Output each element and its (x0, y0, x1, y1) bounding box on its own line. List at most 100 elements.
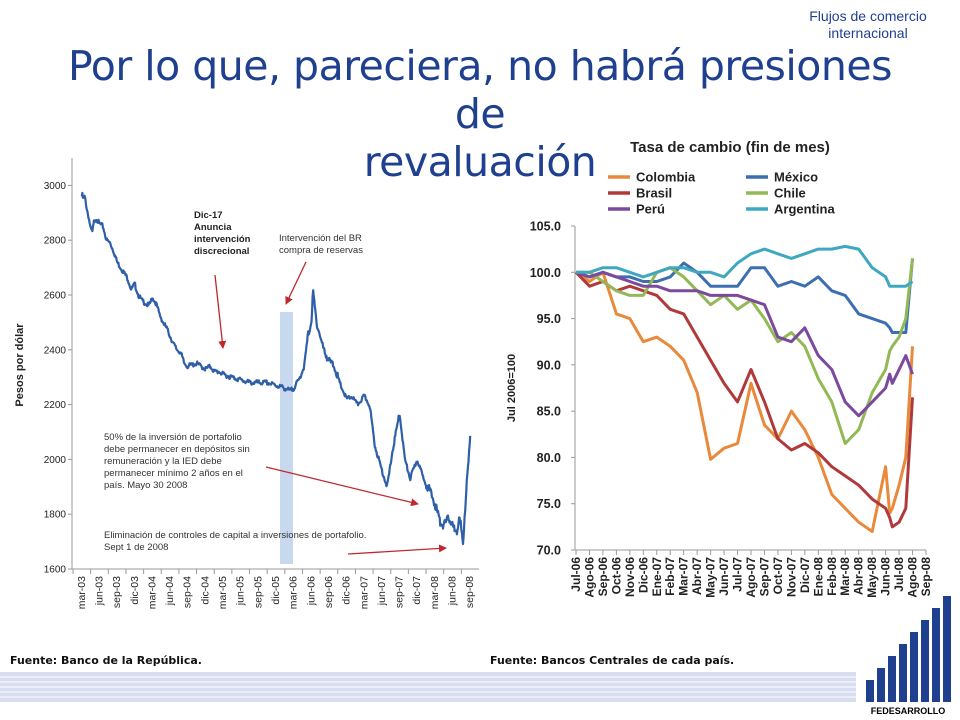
left-x-tick-label: jun-08 (447, 576, 459, 606)
right-x-tick-label: Oct-07 (771, 557, 785, 595)
legend: Colombia México Brasil Chile Perú Argentina (608, 170, 835, 217)
right-x-ticks: Jul-06 Ago-06 Sep-06 Oct-06 Nov-06 Dic-06 Ene-… (569, 550, 933, 598)
series-line-méxico (575, 258, 914, 334)
left-x-tick-label: sep-04 (182, 576, 194, 608)
legend-label: Chile (774, 186, 806, 201)
footer-band (0, 672, 856, 702)
left-x-tick-label: jun-07 (376, 576, 388, 606)
annotation-arrow (285, 261, 307, 305)
source-right: Fuente: Bancos Centrales de cada país. (490, 654, 734, 667)
right-x-tick-label: Mar-08 (838, 557, 852, 596)
series-line-argentina (576, 244, 914, 288)
right-x-tick-label: Sep-08 (919, 557, 933, 597)
logo-bar (866, 680, 874, 702)
annotation-br-line: Intervención del BR (279, 233, 362, 244)
annotation-controls: Eliminación de controles de capital a in… (104, 530, 366, 553)
right-y-tick-label: 100.0 (530, 266, 561, 280)
right-x-tick-label: Nov-07 (784, 557, 798, 597)
annotation-dec17-line: intervención (194, 234, 251, 245)
right-x-tick-label: Dic-06 (636, 557, 650, 593)
right-x-tick-label: Jul-07 (731, 557, 745, 592)
right-x-tick-label: Ene-07 (650, 557, 664, 597)
left-x-tick-label: jun-03 (93, 576, 105, 606)
left-x-tick-label: jun-06 (305, 576, 317, 606)
series-line-chile (576, 258, 914, 445)
left-y-tick-label: 2000 (44, 455, 67, 466)
left-y-tick-label: 3000 (44, 181, 67, 192)
annotation-portfolio-line: país. Mayo 30 2008 (104, 480, 187, 491)
left-y-tick-label: 2600 (44, 291, 67, 302)
legend-label: Colombia (636, 170, 696, 185)
logo-bar (910, 632, 918, 702)
logo-bar (943, 596, 951, 702)
legend-label: Argentina (774, 202, 835, 217)
right-y-tick-label: 105.0 (530, 220, 561, 234)
annotation-portfolio-line: permanecer mínimo 2 años en el (104, 468, 243, 479)
left-x-tick-label: mar-05 (217, 576, 229, 609)
right-x-tick-label: Ago-06 (582, 557, 596, 598)
series-line-colombia (575, 270, 914, 533)
right-x-tick-label: Abr-08 (852, 557, 866, 595)
right-x-tick-label: Jun-07 (717, 557, 731, 596)
legend-label: Brasil (636, 186, 672, 201)
left-x-tick-label: dic-03 (129, 576, 141, 605)
left-x-tick-label: dic-04 (199, 576, 211, 605)
right-x-tick-label: May-08 (865, 557, 879, 598)
annotation-controls-line: Eliminación de controles de capital a in… (104, 530, 366, 541)
right-y-tick-label: 75.0 (537, 497, 561, 511)
annotation-portfolio: 50% de la inversión de portafolio debe p… (104, 432, 250, 491)
left-x-tick-label: dic-07 (411, 576, 423, 605)
right-x-tick-label: Abr-07 (690, 557, 704, 595)
right-x-tick-label: Mar-07 (677, 557, 691, 596)
logo-bar (888, 656, 896, 702)
right-x-tick-label: Dic-07 (798, 557, 812, 593)
left-x-tick-label: dic-05 (270, 576, 282, 605)
logo-bar (932, 608, 940, 702)
left-x-tick-label: mar-04 (146, 576, 158, 609)
logo-text: FEDESARROLLO (871, 706, 946, 716)
series-line-perú (575, 270, 914, 418)
right-y-axis-label: Jul 2006=100 (506, 354, 518, 422)
annotation-br-line: compra de reservas (279, 245, 363, 256)
annotation-portfolio-line: remuneración y la IED debe (104, 456, 222, 467)
source-left: Fuente: Banco de la República. (10, 654, 202, 667)
annotation-dec17-line: Dic-17 (194, 210, 223, 221)
left-y-tick-label: 2400 (44, 345, 67, 356)
right-x-tick-label: Oct-06 (609, 557, 623, 595)
annotation-dec17-line: Anuncia (194, 222, 232, 233)
left-x-tick-label: sep-05 (252, 576, 264, 608)
left-y-tick-label: 1800 (44, 510, 67, 521)
section-tag: Flujos de comercio internacional (809, 8, 927, 41)
right-x-tick-label: Feb-08 (825, 557, 839, 596)
annotation-portfolio-line: 50% de la inversión de portafolio (104, 432, 242, 443)
left-y-ticks: 1600 1800 2000 2200 2400 2600 2800 3000 (44, 181, 72, 576)
right-y-tick-label: 90.0 (537, 358, 561, 372)
right-chart: Tasa de cambio (fin de mes) Colombia Méxi… (506, 139, 933, 598)
left-x-tick-label: sep-03 (111, 576, 123, 608)
left-x-tick-label: jun-04 (164, 576, 176, 606)
annotation-portfolio-line: debe permanecer en depósitos sin (104, 444, 250, 455)
right-x-tick-label: Jun-08 (879, 557, 893, 596)
right-y-tick-label: 80.0 (537, 451, 561, 465)
page-title-line-1: Por lo que, pareciera, no habrá presione… (68, 42, 892, 138)
right-x-tick-label: Ene-08 (811, 557, 825, 597)
page-title: Por lo que, pareciera, no habrá presione… (40, 42, 920, 186)
right-y-ticks: 70.0 75.0 80.0 85.0 90.0 95.0 100.0 105.0 (530, 220, 575, 558)
left-y-tick-label: 1600 (44, 565, 67, 576)
left-x-tick-label: sep-08 (464, 576, 476, 608)
left-x-tick-label: mar-06 (288, 576, 300, 609)
annotation-dec17: Dic-17 Anuncia intervención discrecional (194, 210, 251, 257)
annotation-arrow (347, 544, 447, 555)
annotation-arrow (214, 274, 227, 349)
annotation-br: Intervención del BR compra de reservas (279, 233, 363, 256)
right-x-tick-label: Sep-07 (757, 557, 771, 597)
right-x-tick-label: Nov-06 (623, 557, 637, 597)
right-chart-title: Tasa de cambio (fin de mes) (630, 139, 830, 156)
left-x-tick-label: jun-05 (235, 576, 247, 606)
annotation-controls-line: Sept 1 de 2008 (104, 542, 168, 553)
left-y-axis-label: Pesos por dólar (14, 323, 26, 407)
fedesarrollo-logo: FEDESARROLLO (866, 596, 951, 716)
legend-label: Perú (636, 202, 665, 217)
left-x-tick-label: dic-06 (341, 576, 353, 605)
